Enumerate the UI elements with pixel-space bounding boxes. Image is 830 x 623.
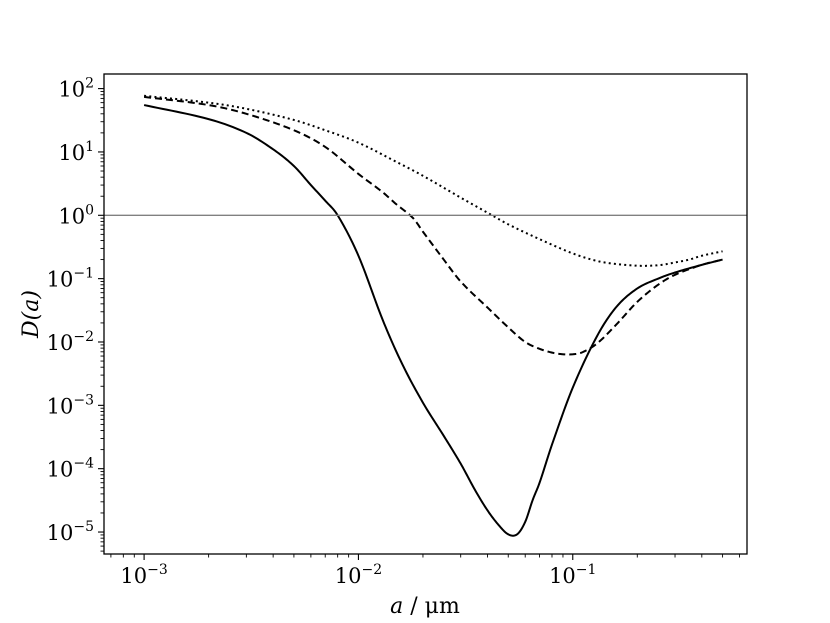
x-tick-label: 10−2: [335, 562, 382, 588]
y-tick-label: 100: [58, 202, 94, 228]
x-tick-label: 10−1: [549, 562, 596, 588]
y-tick-label: 10−1: [47, 266, 94, 292]
y-tick-label: 10−3: [47, 392, 94, 418]
series-layer: [143, 94, 723, 537]
x-axis-title-sep: /: [403, 594, 424, 619]
series-line-solid: [143, 104, 723, 537]
x-axis-title-var: a: [390, 594, 403, 619]
plot-frame: [103, 73, 748, 555]
x-axis-title-unit: μm: [425, 594, 460, 619]
y-tick-label: 10−5: [47, 519, 94, 545]
x-tick-label: 10−3: [120, 562, 167, 588]
x-axis-title: a / μm: [390, 594, 460, 619]
tick-layer: 10−3 10−2 10−1 102 101 100 10−1 10−2 10−3 10−4 10−…: [47, 76, 740, 588]
y-tick-label: 102: [58, 76, 94, 102]
y-tick-label: 101: [58, 139, 94, 165]
series-line-dashed: [143, 95, 723, 356]
y-tick-label: 10−2: [47, 329, 94, 355]
series-line-dotted: [143, 94, 723, 267]
y-tick-label: 10−4: [47, 456, 94, 482]
y-axis-title: D(a): [19, 290, 44, 339]
plot-area: [104, 74, 747, 554]
